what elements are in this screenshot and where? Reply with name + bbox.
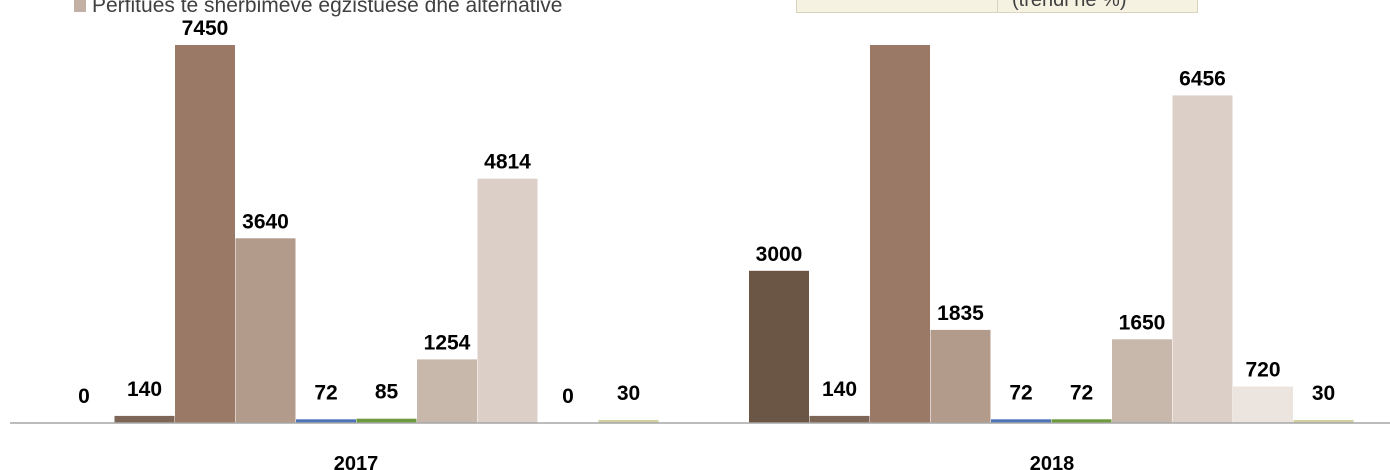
bar-2018-4 — [991, 419, 1051, 423]
data-label-2018-9: 30 — [1312, 382, 1335, 405]
bar-2017-3 — [235, 238, 296, 423]
data-label-2017-0: 0 — [78, 385, 90, 408]
bar-2018-1 — [809, 415, 870, 423]
legend-entry: Përfitues të shërbimeve egzistuese dhe a… — [74, 0, 562, 18]
bar-2018-8 — [1233, 386, 1293, 423]
data-label-2018-3: 1835 — [937, 302, 984, 325]
data-label-2017-6: 1254 — [424, 331, 471, 354]
bar-2017-7 — [477, 178, 538, 423]
bar-2017-1 — [114, 415, 175, 423]
bar-2017-6 — [417, 359, 477, 423]
data-label-2018-5: 72 — [1070, 381, 1093, 404]
legend-entry-label: Përfitues të shërbimeve egzistuese dhe a… — [92, 0, 563, 17]
data-label-2018-7: 6456 — [1179, 67, 1226, 90]
bar-2018-5 — [1051, 419, 1112, 423]
bar-2017-4 — [296, 419, 356, 423]
data-label-2018-0: 3000 — [756, 243, 803, 266]
bar-2017-2 — [175, 45, 235, 423]
data-label-2017-1: 140 — [127, 378, 162, 401]
data-label-2017-4: 72 — [314, 381, 337, 404]
bar-2017-9 — [598, 420, 659, 423]
data-label-2017-2: 7450 — [182, 17, 229, 40]
note-cell: (trendi në %) — [997, 0, 1199, 12]
data-label-2017-3: 3640 — [242, 210, 289, 233]
data-label-2018-8: 720 — [1245, 359, 1280, 382]
data-label-2017-8: 0 — [562, 385, 574, 408]
note-box: (trendi në %) — [796, 0, 1198, 13]
bar-2018-9 — [1293, 420, 1354, 423]
category-label-2018: 2018 — [1030, 453, 1075, 470]
legend-swatch — [74, 0, 86, 12]
bar-2018-6 — [1112, 339, 1172, 423]
bar-2017-5 — [356, 418, 417, 423]
bar-2018-2 — [870, 45, 930, 423]
data-label-2018-6: 1650 — [1119, 311, 1166, 334]
bar-2018-7 — [1172, 95, 1233, 424]
data-label-2018-1: 140 — [822, 378, 857, 401]
bar-2018-0 — [749, 270, 809, 423]
data-label-2017-5: 85 — [375, 381, 399, 404]
data-label-2017-9: 30 — [617, 382, 640, 405]
category-label-2017: 2017 — [334, 453, 379, 470]
bar-2018-3 — [930, 329, 991, 423]
data-label-2018-4: 72 — [1009, 381, 1032, 404]
data-label-2017-7: 4814 — [484, 151, 531, 174]
trend-note: (trendi në %) — [1012, 0, 1127, 11]
